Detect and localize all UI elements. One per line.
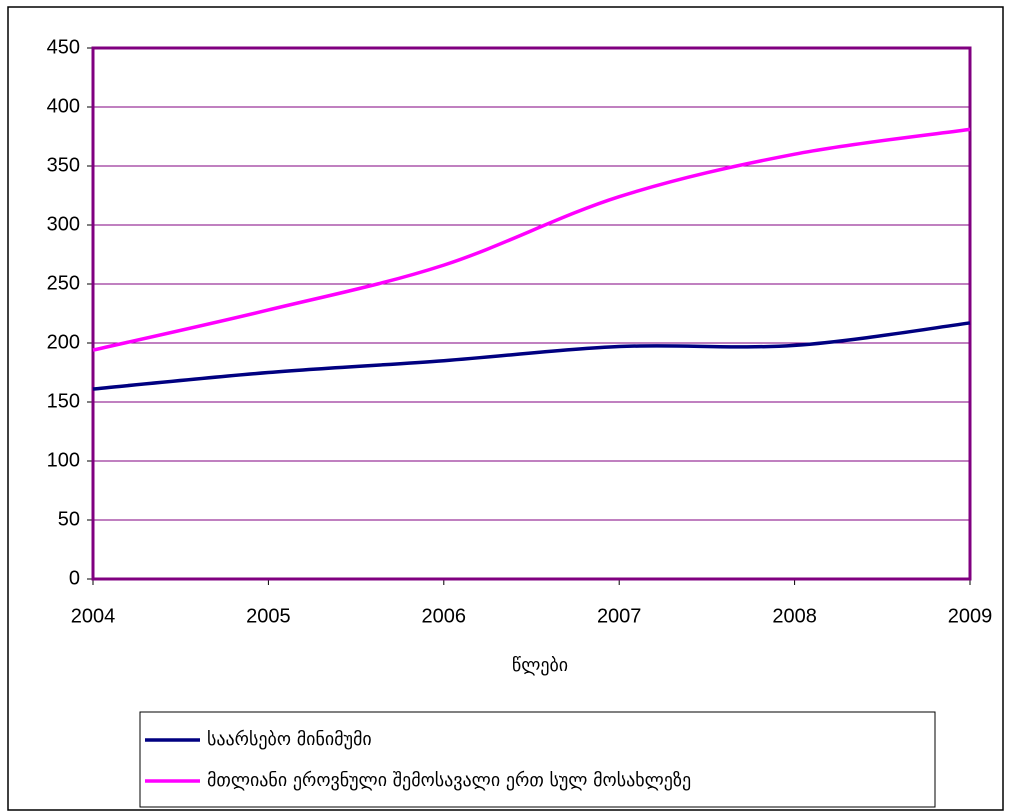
- chart-border: [7, 6, 1004, 811]
- series-line: [92, 127, 971, 352]
- y-tick-label: 150: [47, 390, 80, 412]
- y-tick-label: 300: [47, 213, 80, 235]
- y-tick-label: 250: [47, 272, 80, 294]
- x-tick-label: 2008: [772, 605, 817, 627]
- y-tick-label: 350: [47, 154, 80, 176]
- series-line: [92, 321, 971, 391]
- x-tick-label: 2004: [71, 605, 116, 627]
- x-tick-label: 2006: [422, 605, 467, 627]
- legend-label: მთლიანი ეროვნული შემოსავალი ერთ სულ მოსა…: [207, 770, 691, 791]
- y-tick-label: 0: [69, 567, 80, 589]
- y-tick-label: 200: [47, 331, 80, 353]
- plot-frame: [91, 46, 972, 581]
- legend-label: საარსებო მინიმუმი: [207, 729, 372, 750]
- y-tick-label: 100: [47, 449, 80, 471]
- x-axis-title: წლები: [512, 655, 568, 676]
- y-tick-label: 50: [58, 508, 80, 530]
- x-tick-label: 2009: [948, 605, 993, 627]
- y-tick-label: 450: [47, 36, 80, 58]
- x-tick-label: 2007: [597, 605, 642, 627]
- legend: [139, 711, 936, 808]
- y-tick-label: 400: [47, 95, 80, 117]
- x-tick-label: 2005: [246, 605, 291, 627]
